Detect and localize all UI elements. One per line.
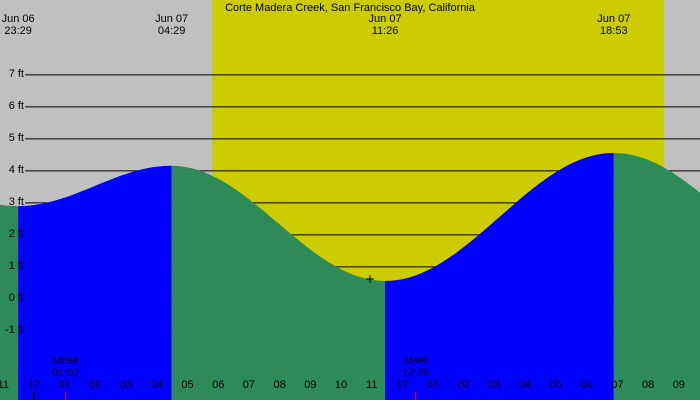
y-tick-label: 0 ft [9, 292, 24, 304]
x-tick-label: 10 [335, 379, 347, 391]
x-tick-label: 07 [611, 379, 623, 391]
x-tick-label: 05 [550, 379, 562, 391]
event-date: Jun 07 [597, 13, 630, 25]
y-tick-label: 5 ft [9, 132, 24, 144]
y-tick-label: 1 ft [9, 260, 24, 272]
y-tick-label: 4 ft [9, 164, 24, 176]
event-date: Jun 07 [369, 13, 402, 25]
event-date: Jun 07 [155, 13, 188, 25]
x-tick-label: 09 [304, 379, 316, 391]
y-tick-label: -1 ft [5, 324, 24, 336]
x-tick-label: 08 [274, 379, 286, 391]
event-time: 11:26 [372, 25, 399, 37]
x-tick-label: 11 [366, 379, 377, 391]
x-tick-label: 07 [243, 379, 255, 391]
y-tick-label: 6 ft [9, 100, 24, 112]
moon-label: Mset [404, 355, 428, 367]
x-tick-label: 05 [181, 379, 193, 391]
y-tick-label: 2 ft [9, 228, 24, 240]
marker [366, 275, 374, 283]
y-tick-label: 3 ft [9, 196, 24, 208]
x-tick-label: 11 [0, 379, 9, 391]
event-time: 04:29 [158, 25, 186, 37]
moon-label: Mrise [52, 355, 79, 367]
x-tick-label: 03 [120, 379, 132, 391]
x-tick-label: 04 [519, 379, 531, 391]
x-tick-label: 12 [28, 379, 40, 391]
x-tick-label: 01 [59, 379, 71, 391]
tide-area [385, 152, 614, 400]
tide-area [171, 165, 386, 400]
x-tick-label: 01 [427, 379, 439, 391]
event-time: 23:29 [4, 25, 32, 37]
event-time: 18:53 [600, 25, 628, 37]
moon-time: 12:26 [402, 367, 430, 379]
x-tick-label: 03 [488, 379, 500, 391]
x-tick-label: 02 [89, 379, 101, 391]
tide-area [0, 204, 19, 400]
x-tick-label: 02 [458, 379, 470, 391]
x-tick-label: 06 [212, 379, 224, 391]
x-tick-label: 08 [642, 379, 654, 391]
x-tick-label: 12 [396, 379, 408, 391]
y-tick-label: 7 ft [9, 68, 24, 80]
tide-area [18, 165, 172, 400]
moon-time: 01:02 [52, 367, 80, 379]
x-tick-label: 09 [673, 379, 685, 391]
x-tick-label: 06 [581, 379, 593, 391]
event-date: Jun 06 [2, 13, 35, 25]
tide-area [613, 152, 700, 400]
chart-title: Corte Madera Creek, San Francisco Bay, C… [225, 2, 476, 14]
x-tick-label: 04 [151, 379, 163, 391]
